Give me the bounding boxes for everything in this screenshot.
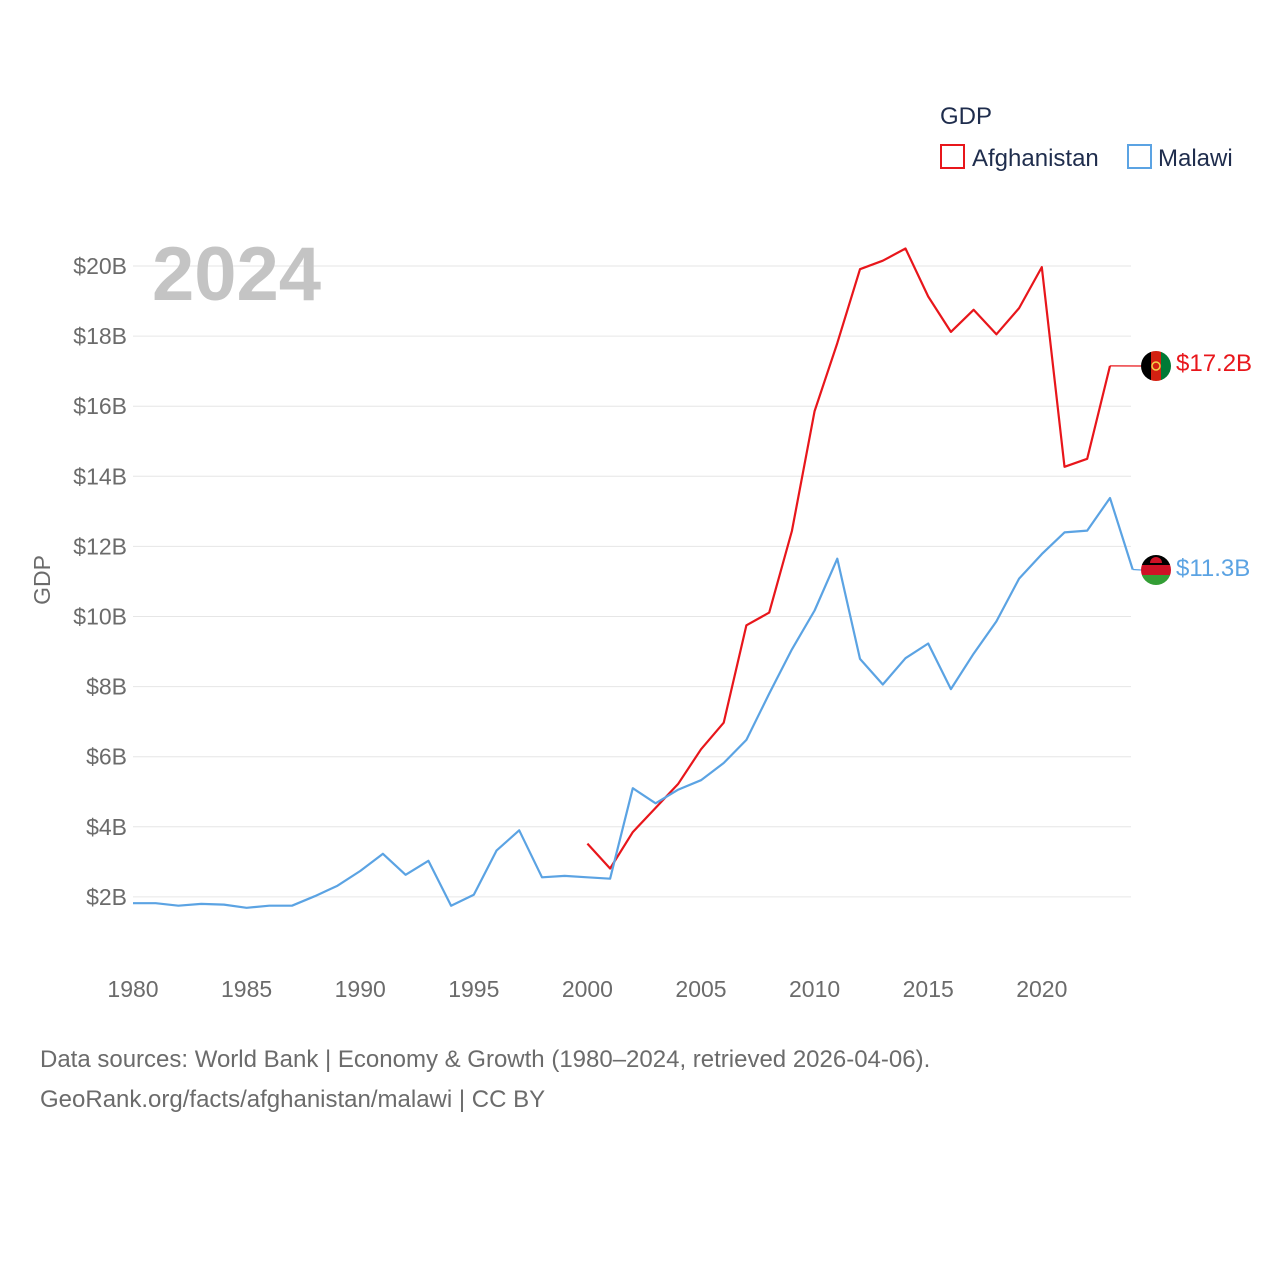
end-label-afghanistan: $17.2B	[1176, 350, 1252, 377]
legend-label-afghanistan[interactable]: Afghanistan	[972, 145, 1099, 172]
y-tick-label: $8B	[86, 674, 127, 700]
source-line-link[interactable]: GeoRank.org/facts/afghanistan/malawi | C…	[40, 1086, 546, 1113]
y-tick-label: $6B	[86, 744, 127, 770]
y-tick-label: $20B	[73, 253, 127, 279]
y-tick-label: $18B	[73, 323, 127, 349]
x-tick-label: 1980	[107, 976, 158, 1002]
x-tick-label: 2000	[562, 976, 613, 1002]
x-tick-label: 1990	[335, 976, 386, 1002]
legend: GDP Afghanistan Malawi	[940, 103, 1233, 172]
malawi-flag-icon	[1141, 555, 1171, 585]
y-tick-label: $10B	[73, 604, 127, 630]
x-axis-ticks: 1980 1985 1990 1995 2000 2005 2010 2015 2020	[107, 976, 1067, 1002]
legend-swatch-afghanistan[interactable]	[940, 144, 965, 169]
end-connector-malawi	[1132, 568, 1142, 571]
series-layer	[133, 247, 1142, 909]
x-tick-label: 1995	[448, 976, 499, 1002]
y-tick-label: $4B	[86, 814, 127, 840]
x-tick-label: 2015	[903, 976, 954, 1002]
y-axis-ticks: $2B $4B $6B $8B $10B $12B $14B $16B $18B $20B	[73, 253, 127, 910]
y-tick-label: $2B	[86, 884, 127, 910]
source-note: Data sources: World Bank | Economy & Gro…	[40, 1040, 930, 1120]
x-tick-label: 2020	[1016, 976, 1067, 1002]
grid-lines	[133, 265, 1131, 898]
y-tick-label: $14B	[73, 463, 127, 489]
y-tick-label: $12B	[73, 533, 127, 559]
end-label-malawi: $11.3B	[1176, 555, 1250, 582]
series-line-afghanistan[interactable]	[586, 247, 1112, 870]
x-tick-label: 1985	[221, 976, 272, 1002]
source-line-data: Data sources: World Bank | Economy & Gro…	[40, 1046, 931, 1073]
legend-label-malawi[interactable]: Malawi	[1158, 145, 1233, 172]
y-tick-label: $16B	[73, 393, 127, 419]
legend-title: GDP	[940, 103, 992, 130]
x-tick-label: 2010	[789, 976, 840, 1002]
series-line-malawi[interactable]	[133, 496, 1134, 909]
legend-swatch-malawi[interactable]	[1127, 144, 1152, 169]
x-tick-label: 2005	[675, 976, 726, 1002]
afghanistan-flag-icon	[1141, 351, 1171, 381]
year-label: 2024	[152, 232, 321, 317]
y-axis-title: GDP	[29, 555, 55, 605]
